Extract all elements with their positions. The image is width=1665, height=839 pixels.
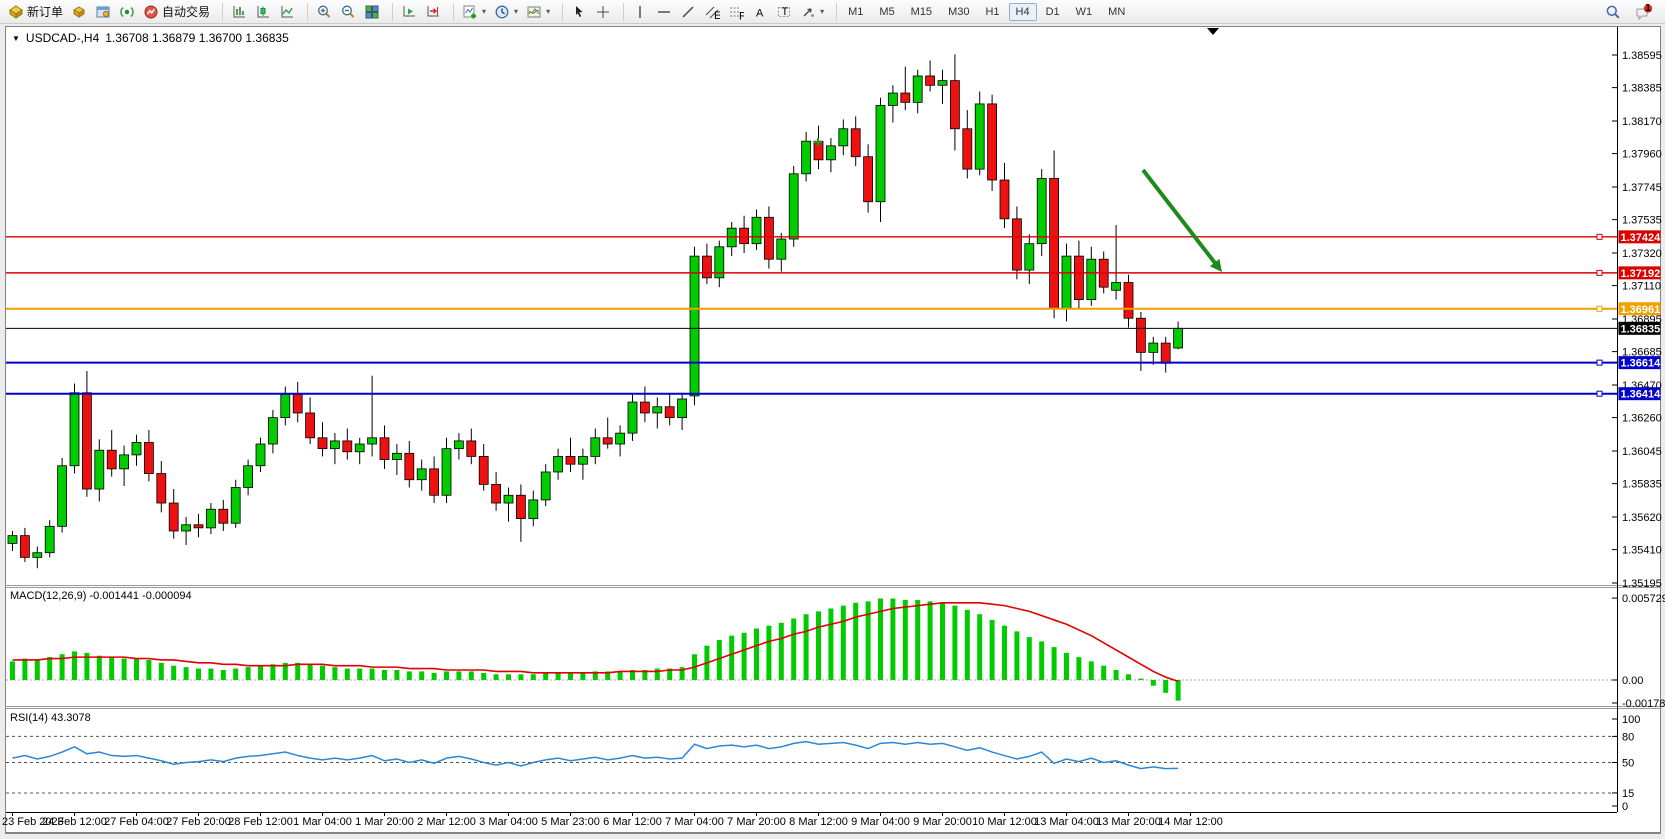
chart-ohlc-values: 1.36708 1.36879 1.36700 1.36835 [105, 31, 289, 45]
vertical-line-icon [639, 5, 641, 18]
cursor-icon [576, 5, 583, 17]
new-chart-dropdown[interactable]: ▾ [458, 1, 490, 23]
gold-box-icon [73, 5, 85, 18]
arrows-dropdown[interactable]: ▾ [796, 1, 828, 23]
chart-header: ▼ USDCAD-,H4 1.36708 1.36879 1.36700 1.3… [12, 31, 289, 45]
chevron-down-icon: ▾ [820, 7, 825, 16]
zoom-in-icon [318, 5, 331, 18]
vertical-line-button[interactable] [628, 1, 652, 23]
chart-shift-button[interactable] [421, 1, 445, 23]
timeframe-mn-button[interactable]: MN [1108, 5, 1126, 18]
new-order-label: 新订单 [27, 5, 64, 19]
cursor-button[interactable] [567, 1, 591, 23]
autotrading-label: 自动交易 [162, 5, 211, 19]
text-icon: A [756, 7, 764, 19]
periods-dropdown[interactable]: ▾ [490, 1, 522, 23]
chat-bubble-icon: 1 [1636, 4, 1653, 20]
terminal-button[interactable] [91, 1, 115, 23]
trendline-icon [682, 6, 694, 17]
bar-chart-button[interactable] [227, 1, 251, 23]
notification-badge: 1 [1645, 4, 1651, 14]
timeframe-m15-button[interactable]: M15 [910, 5, 933, 18]
toolbar-separator [216, 2, 224, 21]
new-order-button[interactable]: 新订单 [4, 1, 67, 23]
timeframe-h4-button[interactable]: H4 [1008, 2, 1037, 21]
text-label-icon: T [778, 5, 791, 17]
crosshair-button[interactable] [591, 1, 615, 23]
new-chart-icon [463, 5, 477, 18]
tile-windows-icon [365, 5, 379, 18]
toolbar-separator [386, 2, 394, 21]
toolbar-separator [830, 2, 838, 21]
equidistant-channel-button[interactable]: E [700, 1, 724, 23]
line-chart-icon [281, 5, 294, 17]
signals-button[interactable] [115, 1, 139, 23]
timeframe-m30-button[interactable]: M30 [948, 5, 970, 18]
chart-window[interactable] [5, 26, 1661, 834]
chevron-down-icon: ▾ [482, 7, 487, 16]
autotrading-button[interactable]: 自动交易 [139, 1, 214, 23]
indicators-dropdown[interactable]: ▾ [522, 1, 554, 23]
toolbar-separator [301, 2, 309, 21]
toolbar-separator [447, 2, 455, 21]
line-chart-button[interactable] [275, 1, 299, 23]
search-button[interactable] [1601, 1, 1625, 23]
chevron-down-icon: ▾ [514, 7, 519, 16]
svg-text:T: T [782, 5, 789, 17]
equidistant-channel-icon: E [705, 6, 720, 20]
auto-scroll-button[interactable] [397, 1, 421, 23]
zoom-out-icon [342, 5, 355, 18]
toolbar: 新订单 自动交易 [0, 0, 1665, 24]
horizontal-line-button[interactable] [652, 1, 676, 23]
toolbar-separator [617, 2, 625, 21]
clock-icon [495, 5, 509, 18]
toolbar-right: 1 [1601, 1, 1657, 23]
bar-chart-icon [233, 5, 246, 17]
horizontal-line-icon [658, 10, 671, 13]
zoom-in-button[interactable] [312, 1, 336, 23]
indicators-icon [527, 6, 541, 17]
chart-symbol-title: USDCAD-,H4 [25, 31, 100, 45]
candlestick-chart-button[interactable] [251, 1, 275, 23]
timeframe-d1-button[interactable]: D1 [1045, 5, 1060, 18]
autotrading-icon [144, 5, 158, 18]
notifications-button[interactable]: 1 [1631, 1, 1657, 23]
tile-windows-button[interactable] [360, 1, 384, 23]
timeframe-m5-button[interactable]: M5 [879, 5, 895, 18]
candlestick-chart-icon [257, 5, 270, 17]
timeframe-h1-button[interactable]: H1 [985, 5, 1000, 18]
svg-text:E: E [714, 10, 720, 20]
history-center-button[interactable] [67, 1, 91, 23]
macd-indicator-label: MACD(12,26,9) -0.001441 -0.000094 [10, 590, 192, 602]
text-button[interactable]: A [748, 1, 772, 23]
collapse-triangle-icon[interactable]: ▼ [12, 33, 20, 43]
chevron-down-icon: ▾ [546, 7, 551, 16]
chart-shift-icon [427, 5, 440, 16]
rsi-indicator-label: RSI(14) 43.3078 [10, 712, 91, 724]
fibonacci-icon: F [730, 7, 744, 20]
auto-scroll-icon [403, 5, 416, 16]
timeframe-m1-button[interactable]: M1 [848, 5, 864, 18]
zoom-out-button[interactable] [336, 1, 360, 23]
crosshair-icon [597, 5, 610, 18]
timeframe-bar: M1 M5 M15 M30 H1 H4 D1 W1 MN [841, 2, 1132, 21]
timeframe-w1-button[interactable]: W1 [1075, 5, 1093, 18]
toolbar-separator [556, 2, 564, 21]
arrows-icon [803, 7, 814, 17]
svg-text:F: F [739, 10, 744, 20]
search-icon [1606, 5, 1620, 19]
terminal-window-icon [96, 6, 110, 17]
new-order-icon [9, 4, 23, 19]
svg-text:A: A [756, 7, 764, 19]
trendline-button[interactable] [676, 1, 700, 23]
text-label-button[interactable]: T [772, 1, 796, 23]
fibonacci-button[interactable]: F [724, 1, 748, 23]
signal-icon [120, 6, 134, 17]
